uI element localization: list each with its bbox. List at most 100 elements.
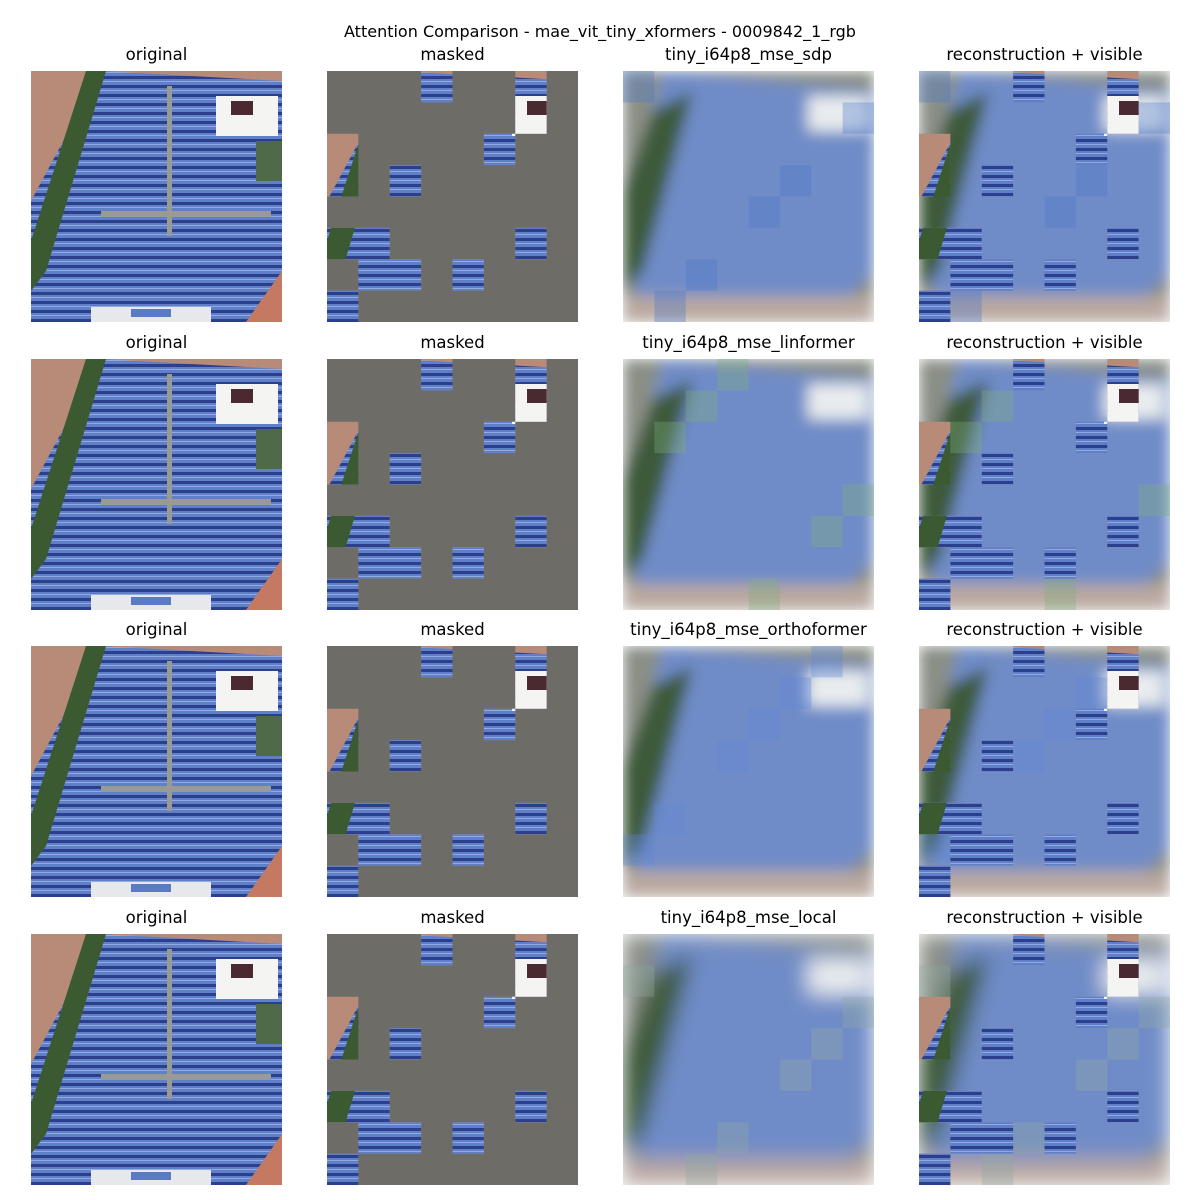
reconstruction-plus-visible-panel	[919, 359, 1170, 610]
panel-title: tiny_i64p8_mse_sdp	[665, 45, 832, 64]
access-road	[167, 86, 172, 236]
recon-patch	[1075, 677, 1108, 709]
recon-patch	[623, 834, 655, 866]
panel-title: masked	[420, 45, 485, 64]
recon-patch	[1013, 1122, 1045, 1154]
building-roof	[1119, 676, 1139, 690]
building-roof	[527, 389, 547, 403]
satellite-image-panel	[31, 646, 282, 897]
reconstruction-image-panel	[623, 646, 874, 897]
access-road	[101, 1074, 271, 1080]
recon-patch	[748, 578, 780, 610]
recon-patch	[919, 965, 951, 997]
bare-ground-detail	[131, 309, 171, 317]
building-roof	[1119, 389, 1139, 403]
recon-patch	[1107, 1028, 1139, 1060]
recon-patch	[811, 646, 843, 678]
masked-image-panel	[327, 646, 578, 897]
recon-patch	[919, 834, 951, 866]
recon-patch	[1138, 102, 1170, 134]
soil-area	[246, 846, 282, 897]
panel-title: tiny_i64p8_mse_linformer	[642, 333, 855, 352]
recon-patch	[1138, 996, 1170, 1029]
panel-title: masked	[420, 908, 485, 927]
panel-title: original	[125, 45, 188, 64]
satellite-image-panel	[31, 71, 282, 322]
recon-patch	[717, 359, 749, 391]
reconstruction-image-panel	[623, 359, 874, 610]
recon-patch	[842, 484, 874, 516]
recon-patch	[981, 390, 1014, 422]
recon-patch	[654, 290, 686, 322]
recon-patch	[1075, 165, 1108, 197]
tree-line	[31, 646, 106, 866]
recon-patch	[919, 71, 951, 103]
recon-patch	[779, 677, 812, 709]
panel-title: reconstruction + visible	[946, 333, 1143, 352]
recon-patch	[981, 1153, 1014, 1185]
recon-patch	[779, 165, 812, 197]
recon-patch	[1044, 196, 1076, 228]
recon-patch	[1044, 578, 1076, 610]
panel-title: masked	[420, 333, 485, 352]
panel-title: reconstruction + visible	[946, 620, 1143, 639]
panel-title: masked	[420, 620, 485, 639]
reconstruction-plus-visible-panel	[919, 71, 1170, 322]
access-road	[101, 499, 271, 505]
figure-title: Attention Comparison - mae_vit_tiny_xfor…	[344, 22, 856, 41]
panel-title: original	[125, 908, 188, 927]
panel-title: tiny_i64p8_mse_orthoformer	[630, 620, 867, 639]
building-roof	[1119, 964, 1139, 978]
recon-patch	[811, 515, 843, 548]
building-roof	[231, 964, 253, 978]
recon-patch	[1075, 1059, 1108, 1091]
building-roof	[231, 676, 253, 690]
access-road	[167, 661, 172, 811]
recon-patch	[685, 259, 718, 291]
building-roof	[527, 676, 547, 690]
access-road	[167, 949, 172, 1099]
panel-title: original	[125, 620, 188, 639]
recon-patch	[654, 802, 686, 835]
building-roof	[527, 964, 547, 978]
recon-patch	[685, 1153, 718, 1185]
tree-line	[31, 71, 106, 291]
bare-ground-detail	[131, 1172, 171, 1180]
recon-patch	[685, 390, 718, 422]
recon-patch	[950, 421, 982, 454]
building-roof	[527, 101, 547, 115]
panel-title: original	[125, 333, 188, 352]
recon-patch	[654, 421, 686, 454]
recon-patch	[842, 996, 874, 1029]
masked-image-panel	[327, 71, 578, 322]
access-road	[101, 786, 271, 792]
recon-patch	[779, 1059, 812, 1091]
recon-patch	[1044, 708, 1076, 741]
recon-patch	[748, 708, 780, 741]
building-roof	[231, 101, 253, 115]
reconstruction-image-panel	[623, 71, 874, 322]
masked-image-panel	[327, 359, 578, 610]
reconstruction-plus-visible-panel	[919, 934, 1170, 1185]
recon-patch	[748, 196, 780, 228]
tree-line	[31, 934, 106, 1154]
bare-ground-detail	[131, 884, 171, 892]
soil-area	[246, 271, 282, 322]
access-road	[167, 374, 172, 524]
building-roof	[1119, 101, 1139, 115]
recon-patch	[717, 740, 749, 772]
grass-patch	[256, 1004, 282, 1044]
soil-area	[246, 559, 282, 610]
soil-area	[246, 1134, 282, 1185]
grass-patch	[256, 716, 282, 756]
recon-patch	[717, 1122, 749, 1154]
bare-ground-detail	[131, 597, 171, 605]
satellite-image-panel	[31, 359, 282, 610]
tree-line	[31, 359, 106, 579]
panel-title: reconstruction + visible	[946, 45, 1143, 64]
grass-patch	[256, 141, 282, 181]
recon-patch	[950, 290, 982, 322]
recon-patch	[842, 102, 874, 134]
reconstruction-plus-visible-panel	[919, 646, 1170, 897]
